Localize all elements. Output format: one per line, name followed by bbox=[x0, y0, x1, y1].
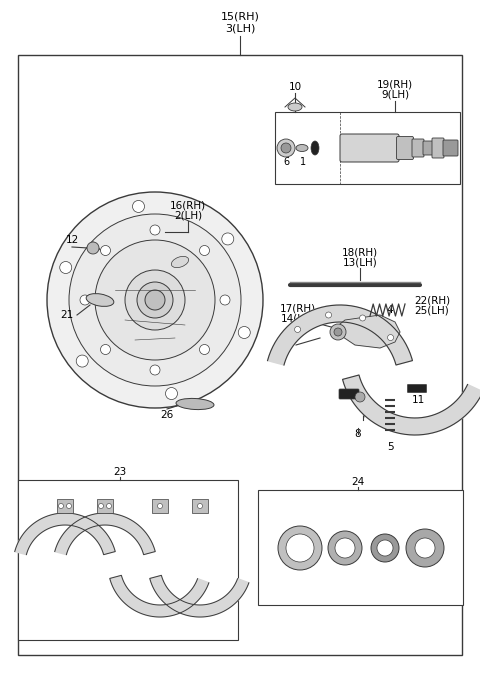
Bar bbox=[192, 499, 208, 513]
Text: 15(RH): 15(RH) bbox=[221, 11, 259, 21]
Circle shape bbox=[76, 355, 88, 367]
Ellipse shape bbox=[86, 293, 114, 306]
Circle shape bbox=[200, 344, 209, 354]
Circle shape bbox=[145, 290, 165, 310]
Text: 24: 24 bbox=[351, 477, 365, 487]
FancyBboxPatch shape bbox=[339, 389, 359, 399]
Circle shape bbox=[80, 295, 90, 305]
Circle shape bbox=[238, 326, 250, 339]
Polygon shape bbox=[110, 575, 209, 617]
Circle shape bbox=[286, 534, 314, 562]
Circle shape bbox=[387, 335, 394, 341]
Polygon shape bbox=[267, 305, 412, 365]
Circle shape bbox=[100, 344, 110, 354]
Text: 21: 21 bbox=[60, 310, 73, 320]
Ellipse shape bbox=[311, 141, 319, 155]
Text: 4: 4 bbox=[387, 305, 393, 315]
Circle shape bbox=[60, 262, 72, 273]
FancyBboxPatch shape bbox=[443, 140, 458, 156]
Circle shape bbox=[200, 245, 209, 256]
Text: 23: 23 bbox=[113, 467, 127, 477]
Text: 11: 11 bbox=[411, 395, 425, 405]
Polygon shape bbox=[15, 513, 115, 554]
Text: 14(LH): 14(LH) bbox=[281, 313, 315, 323]
Circle shape bbox=[281, 143, 291, 153]
Text: 3(LH): 3(LH) bbox=[225, 23, 255, 33]
Text: 12: 12 bbox=[65, 235, 79, 245]
Circle shape bbox=[277, 139, 295, 157]
Text: 17(RH): 17(RH) bbox=[280, 303, 316, 313]
Circle shape bbox=[328, 531, 362, 565]
Text: 16(RH): 16(RH) bbox=[170, 200, 206, 210]
Text: 5: 5 bbox=[387, 442, 393, 452]
Text: 8: 8 bbox=[355, 429, 361, 439]
Circle shape bbox=[100, 245, 110, 256]
Text: 13(LH): 13(LH) bbox=[343, 257, 377, 267]
Bar bbox=[57, 499, 73, 513]
Circle shape bbox=[360, 315, 366, 321]
Circle shape bbox=[132, 201, 144, 212]
Polygon shape bbox=[343, 375, 480, 435]
Text: 10: 10 bbox=[288, 82, 301, 92]
Circle shape bbox=[157, 504, 163, 508]
Text: 25(LH): 25(LH) bbox=[415, 305, 449, 315]
Circle shape bbox=[125, 270, 185, 330]
Circle shape bbox=[87, 242, 99, 254]
Circle shape bbox=[95, 240, 215, 360]
Circle shape bbox=[334, 328, 342, 336]
Text: 20: 20 bbox=[278, 340, 291, 350]
Circle shape bbox=[371, 534, 399, 562]
FancyBboxPatch shape bbox=[396, 137, 413, 159]
Bar bbox=[18, 55, 462, 655]
Circle shape bbox=[222, 233, 234, 245]
FancyBboxPatch shape bbox=[412, 139, 424, 157]
Bar bbox=[18, 480, 238, 640]
Ellipse shape bbox=[296, 144, 308, 152]
Circle shape bbox=[107, 504, 111, 508]
Bar bbox=[152, 499, 168, 513]
Circle shape bbox=[278, 526, 322, 570]
Circle shape bbox=[98, 504, 104, 508]
Bar bbox=[97, 499, 113, 513]
Ellipse shape bbox=[288, 103, 302, 111]
Circle shape bbox=[150, 225, 160, 235]
Text: 1: 1 bbox=[300, 157, 306, 167]
Circle shape bbox=[335, 538, 355, 558]
Circle shape bbox=[69, 214, 241, 386]
Circle shape bbox=[59, 504, 63, 508]
Circle shape bbox=[47, 192, 263, 408]
Polygon shape bbox=[335, 315, 400, 348]
Circle shape bbox=[325, 312, 332, 318]
Ellipse shape bbox=[176, 398, 214, 409]
Circle shape bbox=[220, 295, 230, 305]
Circle shape bbox=[150, 365, 160, 375]
FancyBboxPatch shape bbox=[432, 138, 444, 158]
FancyBboxPatch shape bbox=[423, 141, 433, 155]
Text: 7: 7 bbox=[360, 410, 366, 420]
Text: 22(RH): 22(RH) bbox=[414, 295, 450, 305]
Circle shape bbox=[137, 282, 173, 318]
Circle shape bbox=[355, 392, 365, 402]
Text: 2(LH): 2(LH) bbox=[174, 210, 202, 220]
Circle shape bbox=[166, 387, 178, 400]
Text: 19(RH): 19(RH) bbox=[377, 79, 413, 89]
Circle shape bbox=[67, 504, 72, 508]
FancyBboxPatch shape bbox=[340, 134, 399, 162]
Polygon shape bbox=[55, 513, 155, 554]
Circle shape bbox=[415, 538, 435, 558]
Text: 6: 6 bbox=[283, 157, 289, 167]
Polygon shape bbox=[150, 575, 249, 617]
Text: 26: 26 bbox=[160, 410, 174, 420]
Bar bbox=[258, 490, 463, 605]
Circle shape bbox=[377, 540, 393, 556]
Ellipse shape bbox=[171, 256, 189, 268]
Circle shape bbox=[295, 326, 300, 333]
Bar bbox=[275, 112, 460, 184]
Circle shape bbox=[330, 324, 346, 340]
Circle shape bbox=[197, 504, 203, 508]
FancyBboxPatch shape bbox=[408, 385, 427, 392]
Text: 18(RH): 18(RH) bbox=[342, 247, 378, 257]
Circle shape bbox=[406, 529, 444, 567]
Text: 9(LH): 9(LH) bbox=[381, 89, 409, 99]
